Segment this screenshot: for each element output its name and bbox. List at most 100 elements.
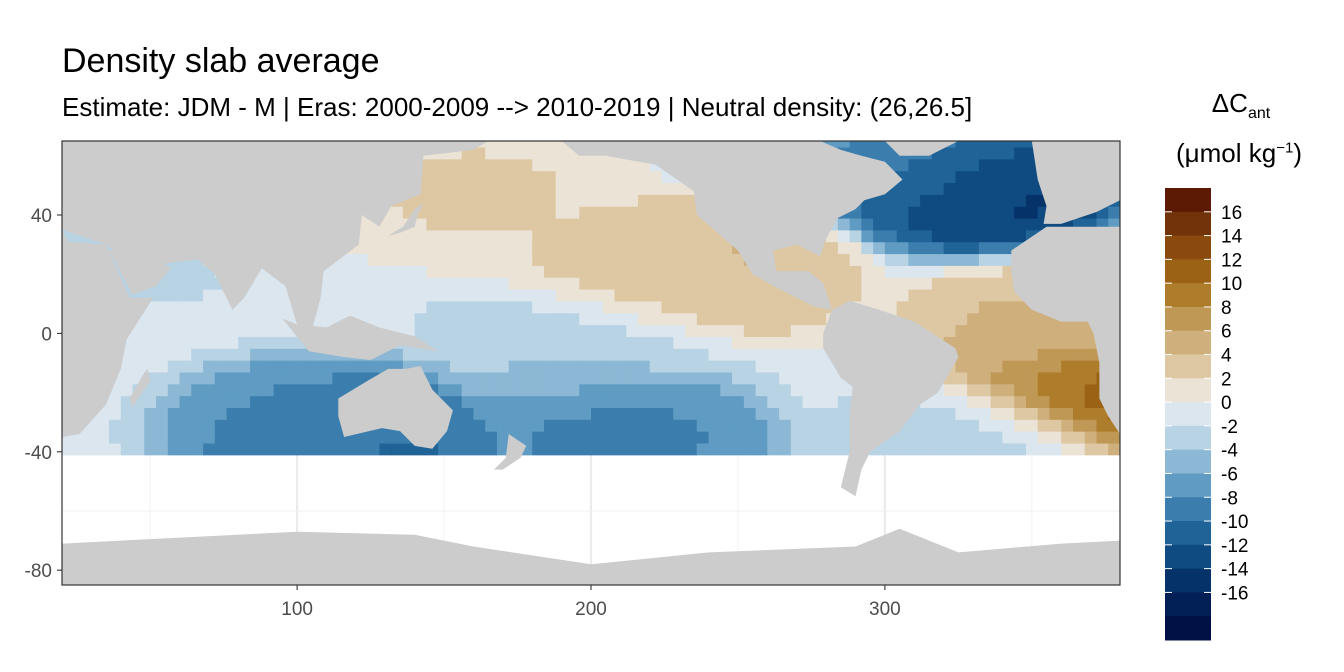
heat-cell xyxy=(238,336,251,349)
heat-cell xyxy=(920,312,933,326)
heat-cell xyxy=(720,324,733,337)
heat-cell xyxy=(579,241,592,255)
heat-cell xyxy=(320,383,333,397)
heat-cell xyxy=(543,371,557,385)
heat-cell xyxy=(626,300,639,314)
heat-cell xyxy=(978,312,992,326)
heat-cell xyxy=(156,371,169,385)
heat-cell xyxy=(743,277,757,290)
heat-cell xyxy=(508,265,522,278)
heat-cell xyxy=(555,300,569,314)
heat-cell xyxy=(73,442,87,456)
heat-cell xyxy=(438,289,451,302)
heat-cell xyxy=(508,383,522,397)
heat-cell xyxy=(790,300,804,314)
heat-cell xyxy=(156,419,169,432)
heat-cell xyxy=(144,324,157,337)
heat-cell xyxy=(685,419,698,432)
heat-cell xyxy=(649,265,663,278)
heat-cell xyxy=(943,229,957,243)
heat-cell xyxy=(978,407,992,420)
heat-cell xyxy=(579,383,592,397)
heat-cell xyxy=(955,383,968,397)
heat-cell xyxy=(1014,194,1027,207)
heat-cell xyxy=(485,336,498,349)
heat-cell xyxy=(873,194,886,207)
heat-cell xyxy=(320,431,333,444)
heat-cell xyxy=(790,253,804,266)
heat-cell xyxy=(1049,395,1062,408)
heat-cell xyxy=(1014,371,1027,385)
heat-cell xyxy=(496,312,510,326)
heat-cell xyxy=(755,324,768,337)
heat-cell xyxy=(978,360,992,373)
heat-cell xyxy=(720,348,733,361)
heat-cell xyxy=(320,442,333,456)
heat-cell xyxy=(732,324,745,337)
legend-label: -10 xyxy=(1221,512,1248,533)
heat-cell xyxy=(978,442,992,456)
heat-cell xyxy=(649,170,663,184)
heat-cell xyxy=(167,300,181,314)
heat-cell xyxy=(685,277,698,290)
heat-cell xyxy=(1002,229,1015,243)
heat-cell xyxy=(673,336,686,349)
heat-cell xyxy=(978,348,992,361)
heat-cell xyxy=(614,241,627,255)
heat-cell xyxy=(591,324,604,337)
heat-cell xyxy=(591,360,604,373)
heat-cell xyxy=(473,170,486,184)
heat-cell xyxy=(802,442,815,456)
heat-cell xyxy=(884,277,898,290)
heat-cell xyxy=(649,312,663,326)
heat-cell xyxy=(696,431,710,444)
heat-cell xyxy=(661,371,674,385)
heat-cell xyxy=(696,419,710,432)
heat-cell xyxy=(520,241,533,255)
heat-cell xyxy=(990,336,1004,349)
heat-cell xyxy=(473,336,486,349)
heat-cell xyxy=(967,170,980,184)
legend-label: 0 xyxy=(1221,393,1232,414)
heat-cell xyxy=(109,395,122,408)
heat-cell xyxy=(978,146,992,160)
heat-cell xyxy=(790,336,804,349)
heat-cell xyxy=(449,241,463,255)
heat-cell xyxy=(367,312,380,326)
y-tick-label: 40 xyxy=(31,206,52,227)
heat-cell xyxy=(720,265,733,278)
heat-cell xyxy=(673,419,686,432)
heat-cell xyxy=(297,360,310,373)
heat-cell xyxy=(908,431,921,444)
heat-cell xyxy=(62,442,75,456)
heat-cell xyxy=(1025,170,1039,184)
heat-cell xyxy=(473,146,486,160)
heat-cell xyxy=(226,407,239,420)
heat-cell xyxy=(1002,407,1015,420)
heat-cell xyxy=(732,277,745,290)
heat-cell xyxy=(943,158,957,172)
heat-cell xyxy=(638,348,651,361)
heat-cell xyxy=(661,395,674,408)
heat-cell xyxy=(649,395,663,408)
heat-cell xyxy=(696,336,710,349)
heat-cell xyxy=(661,265,674,278)
heat-cell xyxy=(273,442,286,456)
heat-cell xyxy=(179,300,192,314)
heat-cell xyxy=(261,277,275,290)
heat-cell xyxy=(873,253,886,266)
heat-cell xyxy=(238,395,251,408)
heat-cell xyxy=(955,289,968,302)
heat-cell xyxy=(826,241,839,255)
heat-cell xyxy=(1002,206,1015,219)
heat-cell xyxy=(532,229,545,243)
heat-cell xyxy=(920,170,933,184)
madagascar-land xyxy=(129,368,151,408)
heat-cell xyxy=(132,348,145,361)
heat-cell xyxy=(355,241,369,255)
heat-cell xyxy=(626,348,639,361)
new-zealand-land xyxy=(494,434,527,470)
heat-cell xyxy=(1014,141,1027,148)
heat-cell xyxy=(520,371,533,385)
heat-cell xyxy=(1002,289,1015,302)
